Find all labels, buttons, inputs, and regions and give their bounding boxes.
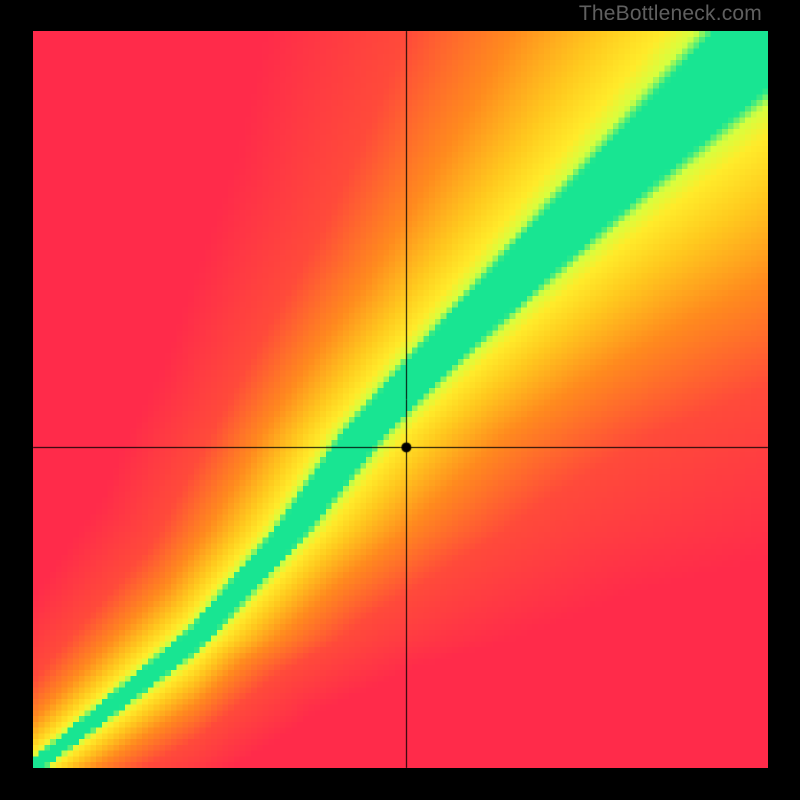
chart-container: TheBottleneck.com <box>0 0 800 800</box>
overlay-canvas <box>0 0 800 800</box>
